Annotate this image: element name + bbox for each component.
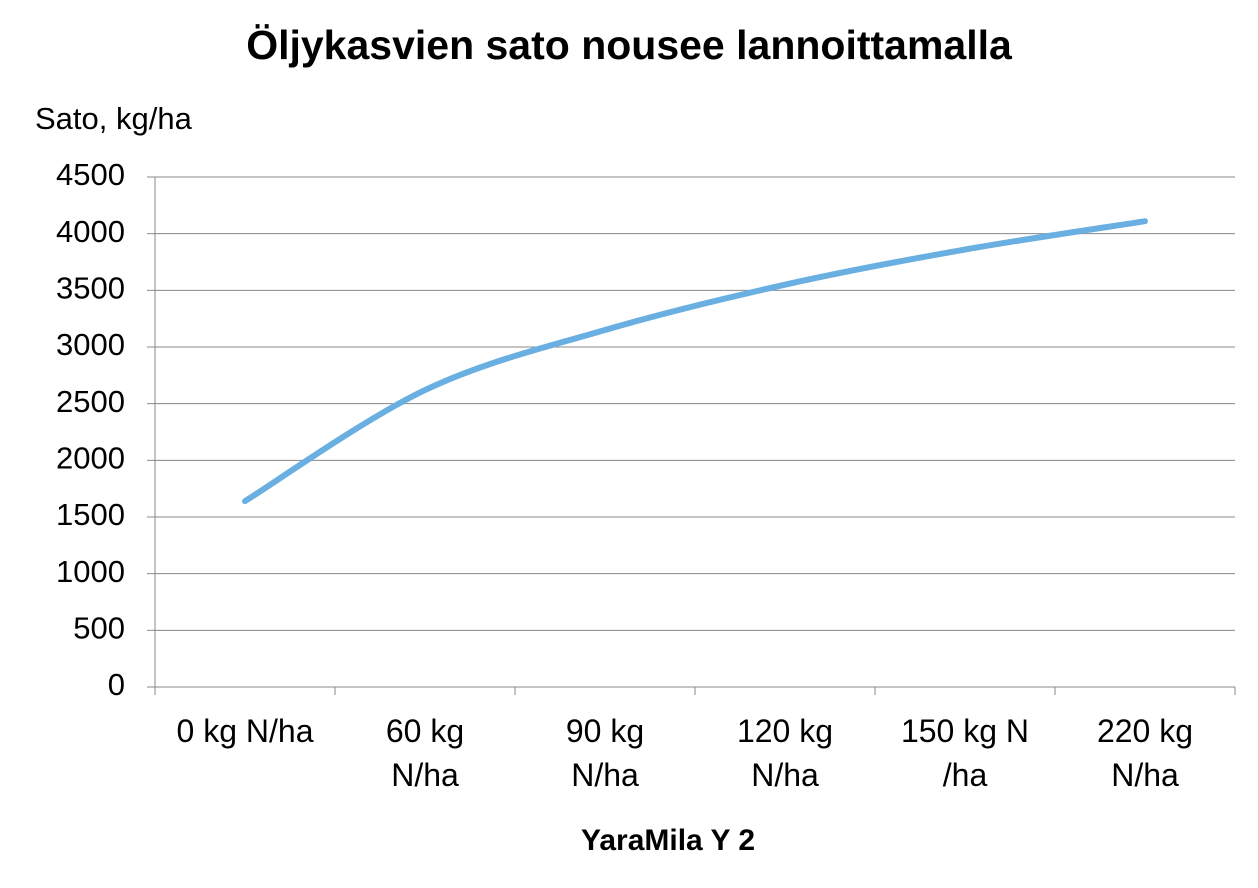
y-tick-label: 3000 bbox=[56, 327, 125, 362]
y-tick-label: 500 bbox=[73, 611, 125, 646]
y-tick-label: 1500 bbox=[56, 497, 125, 532]
chart-title: Öljykasvien sato nousee lannoittamalla bbox=[246, 22, 1013, 68]
series-line bbox=[242, 218, 1148, 505]
y-tick-label: 2500 bbox=[56, 384, 125, 419]
y-tick-label: 2000 bbox=[56, 441, 125, 476]
x-axis-title: YaraMila Y 2 bbox=[581, 824, 755, 857]
y-tick-label: 0 bbox=[108, 667, 125, 702]
x-tick-label: 220 kg N/ha bbox=[1096, 713, 1194, 793]
y-tick-label: 4500 bbox=[56, 157, 125, 192]
y-tick-label: 1000 bbox=[56, 554, 125, 589]
x-tick-label: 150 kg N /ha bbox=[900, 713, 1030, 793]
x-tick-label: 120 kg N/ha bbox=[736, 713, 834, 793]
x-tick-label: 0 kg N/ha bbox=[176, 713, 314, 749]
y-tick-label: 4000 bbox=[56, 214, 125, 249]
y-axis-title: Sato, kg/ha bbox=[35, 101, 193, 136]
x-tick-label: 90 kg N/ha bbox=[565, 713, 645, 793]
x-tick-label: 60 kg N/ha bbox=[385, 713, 465, 793]
y-tick-label: 3500 bbox=[56, 271, 125, 306]
